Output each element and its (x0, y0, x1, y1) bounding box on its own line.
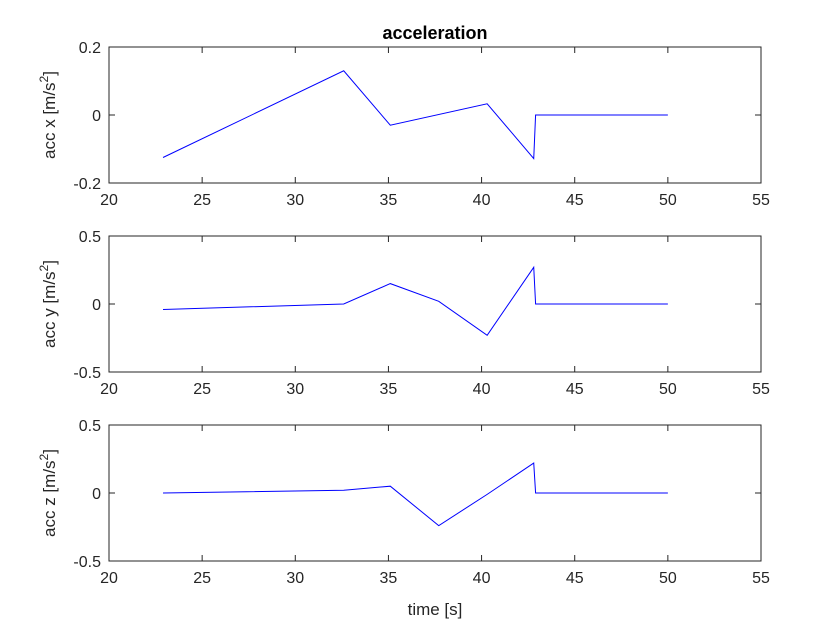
x-tick-label: 35 (380, 381, 398, 398)
y-axis-label-text: acc x [m/s (40, 82, 59, 159)
y-axis-label-text: acc y [m/s (40, 271, 59, 348)
x-tick-label: 20 (100, 570, 118, 587)
y-tick-label: -0.5 (73, 554, 101, 571)
y-axis-label-text: acc z [m/s (40, 460, 59, 537)
y-axis-label-superscript: 2 (37, 75, 51, 82)
y-tick-label: 0 (92, 297, 101, 314)
x-tick-label: 35 (380, 192, 398, 209)
series-line (163, 265, 668, 336)
subplot-3: 20 25 30 35 40 45 50 55 -0.5 0 0.5 acc z [m/s2] time… (37, 418, 770, 619)
y-tick-label: 0 (92, 108, 101, 125)
x-tick-label: 55 (752, 192, 770, 209)
x-tick-label: 50 (659, 192, 677, 209)
x-tick-label: 25 (193, 381, 211, 398)
x-tick-label: 55 (752, 381, 770, 398)
x-tick-label: 40 (473, 192, 491, 209)
y-axis-label-suffix: ] (40, 71, 59, 76)
x-tick-label: 25 (193, 570, 211, 587)
x-tick-label: 30 (286, 192, 304, 209)
x-tick-label: 50 (659, 381, 677, 398)
x-axis-label: time [s] (408, 600, 463, 619)
x-tick-label: 35 (380, 570, 398, 587)
y-axis-label-superscript: 2 (37, 264, 51, 271)
x-tick-label: 45 (566, 192, 584, 209)
series-line (163, 462, 668, 527)
series-line (162, 70, 668, 160)
y-axis-label: acc z [m/s2] (37, 449, 59, 537)
y-tick-label: 0.2 (79, 40, 101, 57)
y-axis-label-suffix: ] (40, 260, 59, 265)
subplot-1: 20 25 30 35 40 45 50 55 -0.2 0 0.2 acc x [m/s2] acce… (37, 23, 770, 209)
x-tick-label: 40 (473, 570, 491, 587)
x-tick-label: 45 (566, 381, 584, 398)
x-tick-label: 30 (286, 381, 304, 398)
chart-title: acceleration (382, 23, 487, 43)
y-axis-label: acc y [m/s2] (37, 260, 59, 348)
y-axis-label: acc x [m/s2] (37, 71, 59, 159)
x-tick-label: 30 (286, 570, 304, 587)
x-tick-label: 25 (193, 192, 211, 209)
y-tick-label: 0.5 (79, 229, 101, 246)
y-tick-label: -0.2 (73, 176, 101, 193)
y-axis-label-suffix: ] (40, 449, 59, 454)
x-tick-label: 55 (752, 570, 770, 587)
y-tick-label: 0 (92, 486, 101, 503)
x-tick-label: 40 (473, 381, 491, 398)
y-tick-label: -0.5 (73, 365, 101, 382)
y-tick-label: 0.5 (79, 418, 101, 435)
subplot-2: 20 25 30 35 40 45 50 55 -0.5 0 0.5 acc y [m/s2] (37, 229, 770, 398)
x-tick-label: 45 (566, 570, 584, 587)
y-axis-label-superscript: 2 (37, 453, 51, 460)
x-tick-label: 20 (100, 192, 118, 209)
x-tick-label: 20 (100, 381, 118, 398)
x-tick-label: 50 (659, 570, 677, 587)
